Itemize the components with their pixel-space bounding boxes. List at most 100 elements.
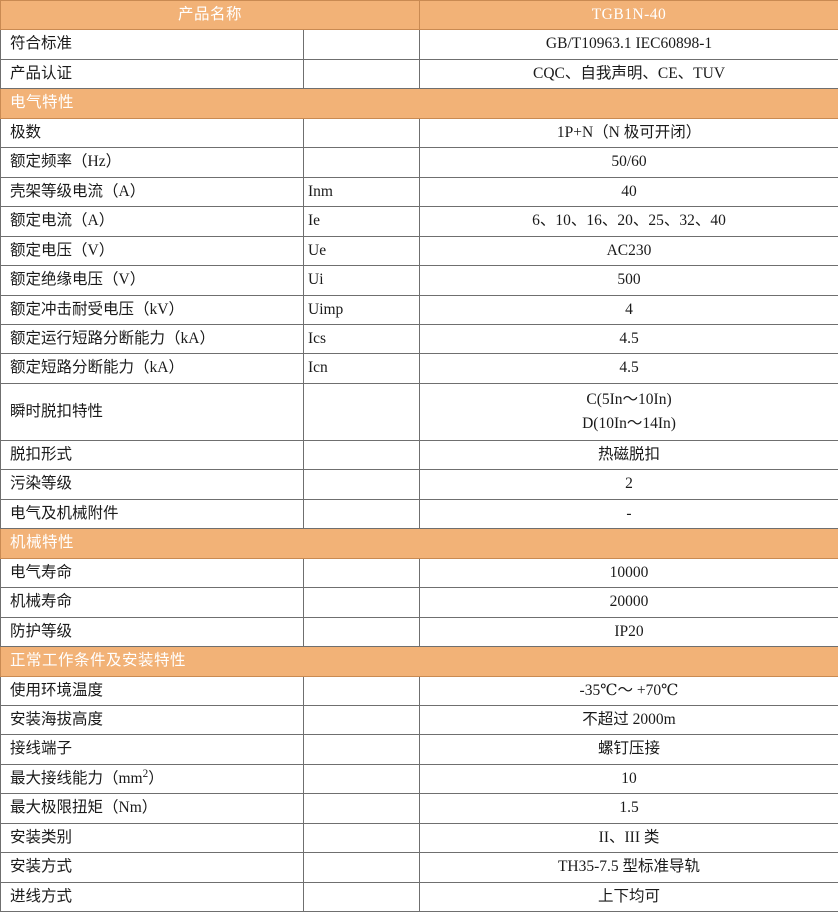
spec-name-cell: 额定频率（Hz） bbox=[1, 148, 304, 177]
spec-name-cell: 电气及机械附件 bbox=[1, 499, 304, 528]
spec-symbol-cell bbox=[304, 59, 420, 88]
spec-symbol-cell bbox=[304, 882, 420, 911]
spec-value-cell: 10 bbox=[420, 764, 838, 793]
spec-value-cell: 2 bbox=[420, 470, 838, 499]
spec-value-cell: 不超过 2000m bbox=[420, 706, 838, 735]
spec-name-cell: 机械寿命 bbox=[1, 588, 304, 617]
header-product-model-value: TGB1N-40 bbox=[420, 1, 838, 30]
spec-symbol-cell bbox=[304, 735, 420, 764]
spec-value-cell: - bbox=[420, 499, 838, 528]
spec-symbol-cell: Ie bbox=[304, 207, 420, 236]
spec-name-cell: 瞬时脱扣特性 bbox=[1, 383, 304, 440]
spec-value-cell: C(5In～10In)D(10In～14In) bbox=[420, 383, 838, 440]
header-product-name-label: 产品名称 bbox=[1, 1, 420, 30]
spec-symbol-cell bbox=[304, 794, 420, 823]
spec-value-cell: 4.5 bbox=[420, 324, 838, 353]
spec-symbol-cell: Inm bbox=[304, 177, 420, 206]
table-row: 最大极限扭矩（Nm） 1.5 bbox=[1, 794, 838, 823]
table-row: 接线端子螺钉压接 bbox=[1, 735, 838, 764]
table-row: 脱扣形式 热磁脱扣 bbox=[1, 440, 838, 469]
section-header-row: 正常工作条件及安装特性 bbox=[1, 647, 838, 676]
spec-name-cell: 防护等级 bbox=[1, 617, 304, 646]
spec-symbol-cell bbox=[304, 118, 420, 147]
spec-symbol-cell: Ue bbox=[304, 236, 420, 265]
table-row: 电气及机械附件 - bbox=[1, 499, 838, 528]
spec-name-cell: 额定短路分断能力（kA） bbox=[1, 354, 304, 383]
spec-symbol-cell bbox=[304, 30, 420, 59]
section-header-row: 电气特性 bbox=[1, 89, 838, 118]
spec-value-cell: 4 bbox=[420, 295, 838, 324]
spec-value-cell: IP20 bbox=[420, 617, 838, 646]
table-row: 污染等级 2 bbox=[1, 470, 838, 499]
spec-symbol-cell bbox=[304, 706, 420, 735]
spec-value-cell: 1.5 bbox=[420, 794, 838, 823]
spec-symbol-cell bbox=[304, 823, 420, 852]
spec-value-cell: 40 bbox=[420, 177, 838, 206]
section-header-label: 正常工作条件及安装特性 bbox=[1, 647, 838, 676]
spec-symbol-cell bbox=[304, 470, 420, 499]
spec-value-cell: 热磁脱扣 bbox=[420, 440, 838, 469]
spec-name-cell: 壳架等级电流（A） bbox=[1, 177, 304, 206]
table-row: 使用环境温度-35℃～ +70℃ bbox=[1, 676, 838, 705]
spec-name-cell: 脱扣形式 bbox=[1, 440, 304, 469]
spec-name-cell: 安装类别 bbox=[1, 823, 304, 852]
spec-symbol-cell bbox=[304, 499, 420, 528]
spec-symbol-cell: Uimp bbox=[304, 295, 420, 324]
spec-name-cell: 电气寿命 bbox=[1, 558, 304, 587]
spec-value-cell: 10000 bbox=[420, 558, 838, 587]
spec-value-cell: 20000 bbox=[420, 588, 838, 617]
table-row: 机械寿命 20000 bbox=[1, 588, 838, 617]
spec-value-line: C(5In～10In) bbox=[428, 388, 830, 412]
spec-name-cell: 进线方式 bbox=[1, 882, 304, 911]
section-header-label: 机械特性 bbox=[1, 529, 838, 558]
table-row: 极数 1P+N（N 极可开闭） bbox=[1, 118, 838, 147]
spec-name-cell: 最大接线能力（mm2） bbox=[1, 764, 304, 793]
table-row: 防护等级 IP20 bbox=[1, 617, 838, 646]
section-header-row: 机械特性 bbox=[1, 529, 838, 558]
spec-name-text: 最大接线能力（mm bbox=[10, 770, 143, 787]
table-row: 瞬时脱扣特性 C(5In～10In)D(10In～14In) bbox=[1, 383, 838, 440]
table-row: 进线方式 上下均可 bbox=[1, 882, 838, 911]
spec-name-cell: 极数 bbox=[1, 118, 304, 147]
spec-name-cell: 产品认证 bbox=[1, 59, 304, 88]
spec-symbol-cell: Icn bbox=[304, 354, 420, 383]
spec-value-cell: 上下均可 bbox=[420, 882, 838, 911]
spec-name-cell: 额定绝缘电压（V） bbox=[1, 266, 304, 295]
spec-value-cell: 4.5 bbox=[420, 354, 838, 383]
spec-name-cell: 安装方式 bbox=[1, 853, 304, 882]
spec-value-cell: II、III 类 bbox=[420, 823, 838, 852]
spec-symbol-cell: Ics bbox=[304, 324, 420, 353]
spec-value-cell: CQC、自我声明、CE、TUV bbox=[420, 59, 838, 88]
spec-name-cell: 额定运行短路分断能力（kA） bbox=[1, 324, 304, 353]
table-row: 额定频率（Hz）50/60 bbox=[1, 148, 838, 177]
spec-symbol-cell bbox=[304, 588, 420, 617]
spec-symbol-cell bbox=[304, 440, 420, 469]
table-row: 安装海拔高度不超过 2000m bbox=[1, 706, 838, 735]
spec-value-cell: 1P+N（N 极可开闭） bbox=[420, 118, 838, 147]
table-row: 安装类别 II、III 类 bbox=[1, 823, 838, 852]
spec-name-cell: 符合标准 bbox=[1, 30, 304, 59]
spec-symbol-cell bbox=[304, 676, 420, 705]
spec-value-cell: 螺钉压接 bbox=[420, 735, 838, 764]
spec-symbol-cell bbox=[304, 383, 420, 440]
spec-name-cell: 额定电压（V） bbox=[1, 236, 304, 265]
spec-symbol-cell: Ui bbox=[304, 266, 420, 295]
section-header-label: 电气特性 bbox=[1, 89, 838, 118]
table-row: 电气寿命 10000 bbox=[1, 558, 838, 587]
spec-name-cell: 最大极限扭矩（Nm） bbox=[1, 794, 304, 823]
spec-symbol-cell bbox=[304, 558, 420, 587]
spec-value-line: D(10In～14In) bbox=[428, 412, 830, 436]
spec-value-cell: 6、10、16、20、25、32、40 bbox=[420, 207, 838, 236]
spec-value-cell: -35℃～ +70℃ bbox=[420, 676, 838, 705]
spec-name-cell: 污染等级 bbox=[1, 470, 304, 499]
table-row: 产品认证 CQC、自我声明、CE、TUV bbox=[1, 59, 838, 88]
